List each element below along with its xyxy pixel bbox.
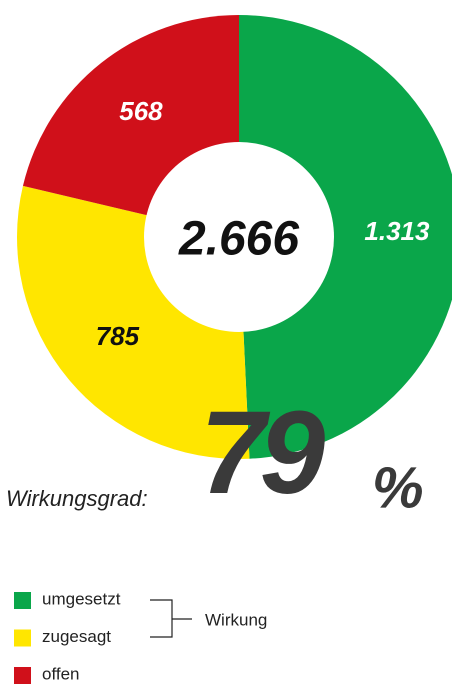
data-label: 1.313 — [364, 216, 430, 246]
legend-label: umgesetzt — [42, 589, 121, 608]
total: 2.666 — [178, 213, 299, 266]
data-label: 568 — [119, 96, 163, 126]
legend-label: offen — [42, 664, 80, 683]
slice — [239, 15, 452, 459]
efficiency-label: Wirkungsgrad: — [6, 486, 148, 511]
legend-swatch — [14, 629, 31, 647]
bracket — [150, 599, 173, 638]
efficiency-unit: % — [372, 455, 424, 520]
group-label: Wirkung — [205, 610, 267, 629]
data-label: 785 — [96, 321, 140, 351]
legend-label: zugesagt — [42, 627, 111, 646]
donut-hole — [144, 142, 334, 332]
legend-swatch — [14, 667, 31, 684]
efficiency-value: 79 — [200, 387, 326, 519]
legend-swatch — [14, 592, 31, 609]
